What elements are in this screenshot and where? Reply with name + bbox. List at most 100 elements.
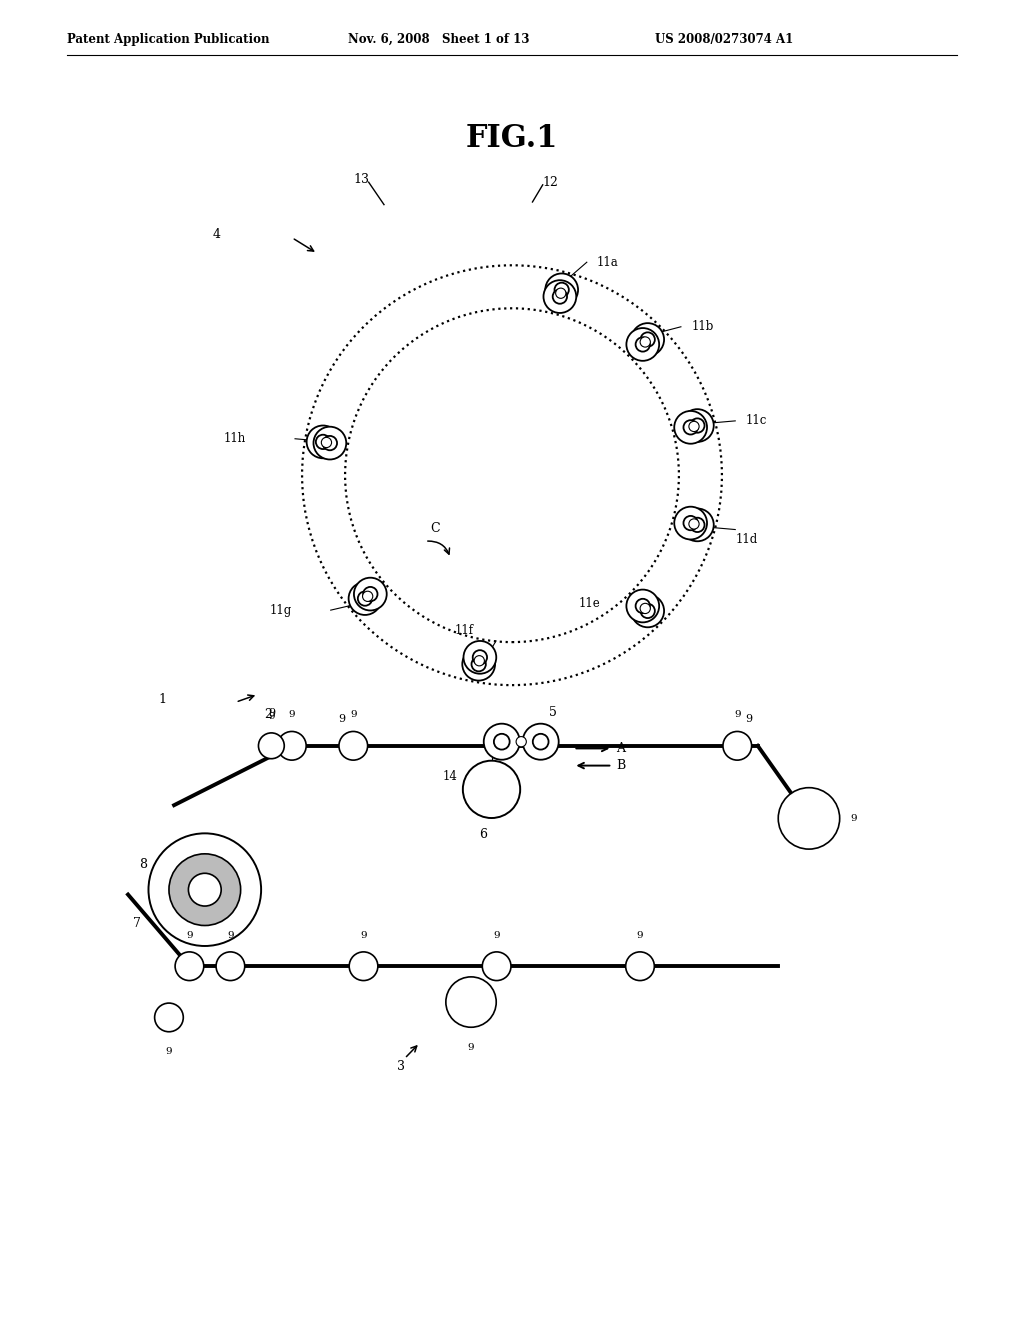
Circle shape: [683, 516, 697, 531]
Text: 9: 9: [227, 931, 233, 940]
Circle shape: [354, 578, 387, 610]
Circle shape: [322, 437, 332, 447]
Text: 13: 13: [353, 173, 370, 186]
Text: 2: 2: [264, 708, 272, 721]
Circle shape: [632, 594, 665, 627]
Text: 11e: 11e: [579, 597, 600, 610]
Circle shape: [556, 288, 566, 298]
Text: 11h: 11h: [223, 432, 246, 445]
Circle shape: [516, 737, 526, 747]
Text: C: C: [430, 521, 439, 535]
Text: A: A: [616, 742, 626, 755]
Circle shape: [681, 409, 714, 442]
Text: 11d: 11d: [735, 533, 758, 546]
Text: Patent Application Publication: Patent Application Publication: [67, 33, 269, 46]
Text: 11f: 11f: [455, 624, 474, 638]
Text: 14: 14: [442, 770, 458, 783]
Circle shape: [339, 731, 368, 760]
Circle shape: [690, 418, 705, 433]
Circle shape: [683, 420, 697, 434]
Text: 9: 9: [494, 931, 500, 940]
Text: 11a: 11a: [597, 256, 618, 269]
Text: 9: 9: [468, 1043, 474, 1052]
Circle shape: [689, 421, 699, 432]
Circle shape: [674, 507, 707, 540]
Text: US 2008/0273074 A1: US 2008/0273074 A1: [655, 33, 794, 46]
Circle shape: [175, 952, 204, 981]
Text: 9: 9: [268, 711, 274, 721]
Text: 9: 9: [850, 814, 856, 822]
Text: B: B: [616, 759, 626, 772]
Circle shape: [463, 760, 520, 818]
Circle shape: [553, 289, 567, 304]
Circle shape: [348, 582, 381, 615]
Circle shape: [306, 425, 339, 458]
Circle shape: [474, 656, 484, 665]
Circle shape: [690, 517, 705, 532]
Text: 9: 9: [350, 710, 356, 719]
Text: 9: 9: [186, 931, 193, 940]
Text: 9: 9: [734, 710, 740, 719]
Text: 11c: 11c: [745, 414, 767, 428]
Circle shape: [640, 603, 650, 614]
Text: 3: 3: [397, 1060, 406, 1073]
Circle shape: [155, 1003, 183, 1032]
Circle shape: [641, 333, 655, 347]
Text: 12: 12: [543, 176, 559, 189]
Circle shape: [674, 411, 707, 444]
Circle shape: [494, 734, 510, 750]
Circle shape: [148, 833, 261, 946]
Circle shape: [471, 657, 485, 672]
Circle shape: [483, 723, 520, 760]
Circle shape: [778, 788, 840, 849]
Text: 9: 9: [338, 714, 345, 725]
Text: 7: 7: [133, 917, 141, 931]
Text: 1: 1: [159, 693, 167, 706]
Circle shape: [723, 731, 752, 760]
Text: 4: 4: [213, 228, 221, 242]
Circle shape: [632, 323, 665, 356]
Circle shape: [546, 273, 579, 306]
Circle shape: [216, 952, 245, 981]
Text: FIG.1: FIG.1: [466, 123, 558, 154]
Circle shape: [315, 434, 330, 449]
Text: 9: 9: [289, 710, 295, 719]
Circle shape: [627, 590, 659, 622]
Circle shape: [313, 426, 346, 459]
Circle shape: [555, 282, 569, 297]
Circle shape: [641, 603, 655, 618]
Circle shape: [522, 723, 559, 760]
Circle shape: [445, 977, 497, 1027]
Circle shape: [462, 648, 495, 681]
Circle shape: [169, 854, 241, 925]
Circle shape: [627, 329, 659, 360]
Circle shape: [278, 731, 306, 760]
Circle shape: [464, 642, 497, 673]
Circle shape: [482, 952, 511, 981]
Circle shape: [626, 952, 654, 981]
Circle shape: [689, 519, 699, 529]
Text: 6: 6: [479, 828, 487, 841]
Circle shape: [188, 874, 221, 906]
Text: Nov. 6, 2008   Sheet 1 of 13: Nov. 6, 2008 Sheet 1 of 13: [348, 33, 529, 46]
Text: 11b: 11b: [691, 321, 714, 333]
Circle shape: [364, 587, 378, 601]
Text: 9: 9: [268, 708, 275, 718]
Text: 5: 5: [549, 706, 557, 719]
Text: 9: 9: [360, 931, 367, 940]
Text: 8: 8: [139, 858, 147, 871]
Circle shape: [636, 338, 650, 351]
Text: 11g: 11g: [269, 603, 292, 616]
Text: 9: 9: [637, 931, 643, 940]
Circle shape: [681, 508, 714, 541]
Circle shape: [323, 436, 337, 450]
Circle shape: [362, 591, 373, 602]
Circle shape: [640, 337, 650, 347]
Circle shape: [532, 734, 549, 750]
Circle shape: [544, 280, 577, 313]
Circle shape: [258, 733, 285, 759]
Text: 9: 9: [745, 714, 753, 725]
Circle shape: [636, 599, 650, 614]
Text: 9: 9: [166, 1047, 172, 1056]
Circle shape: [473, 651, 487, 664]
